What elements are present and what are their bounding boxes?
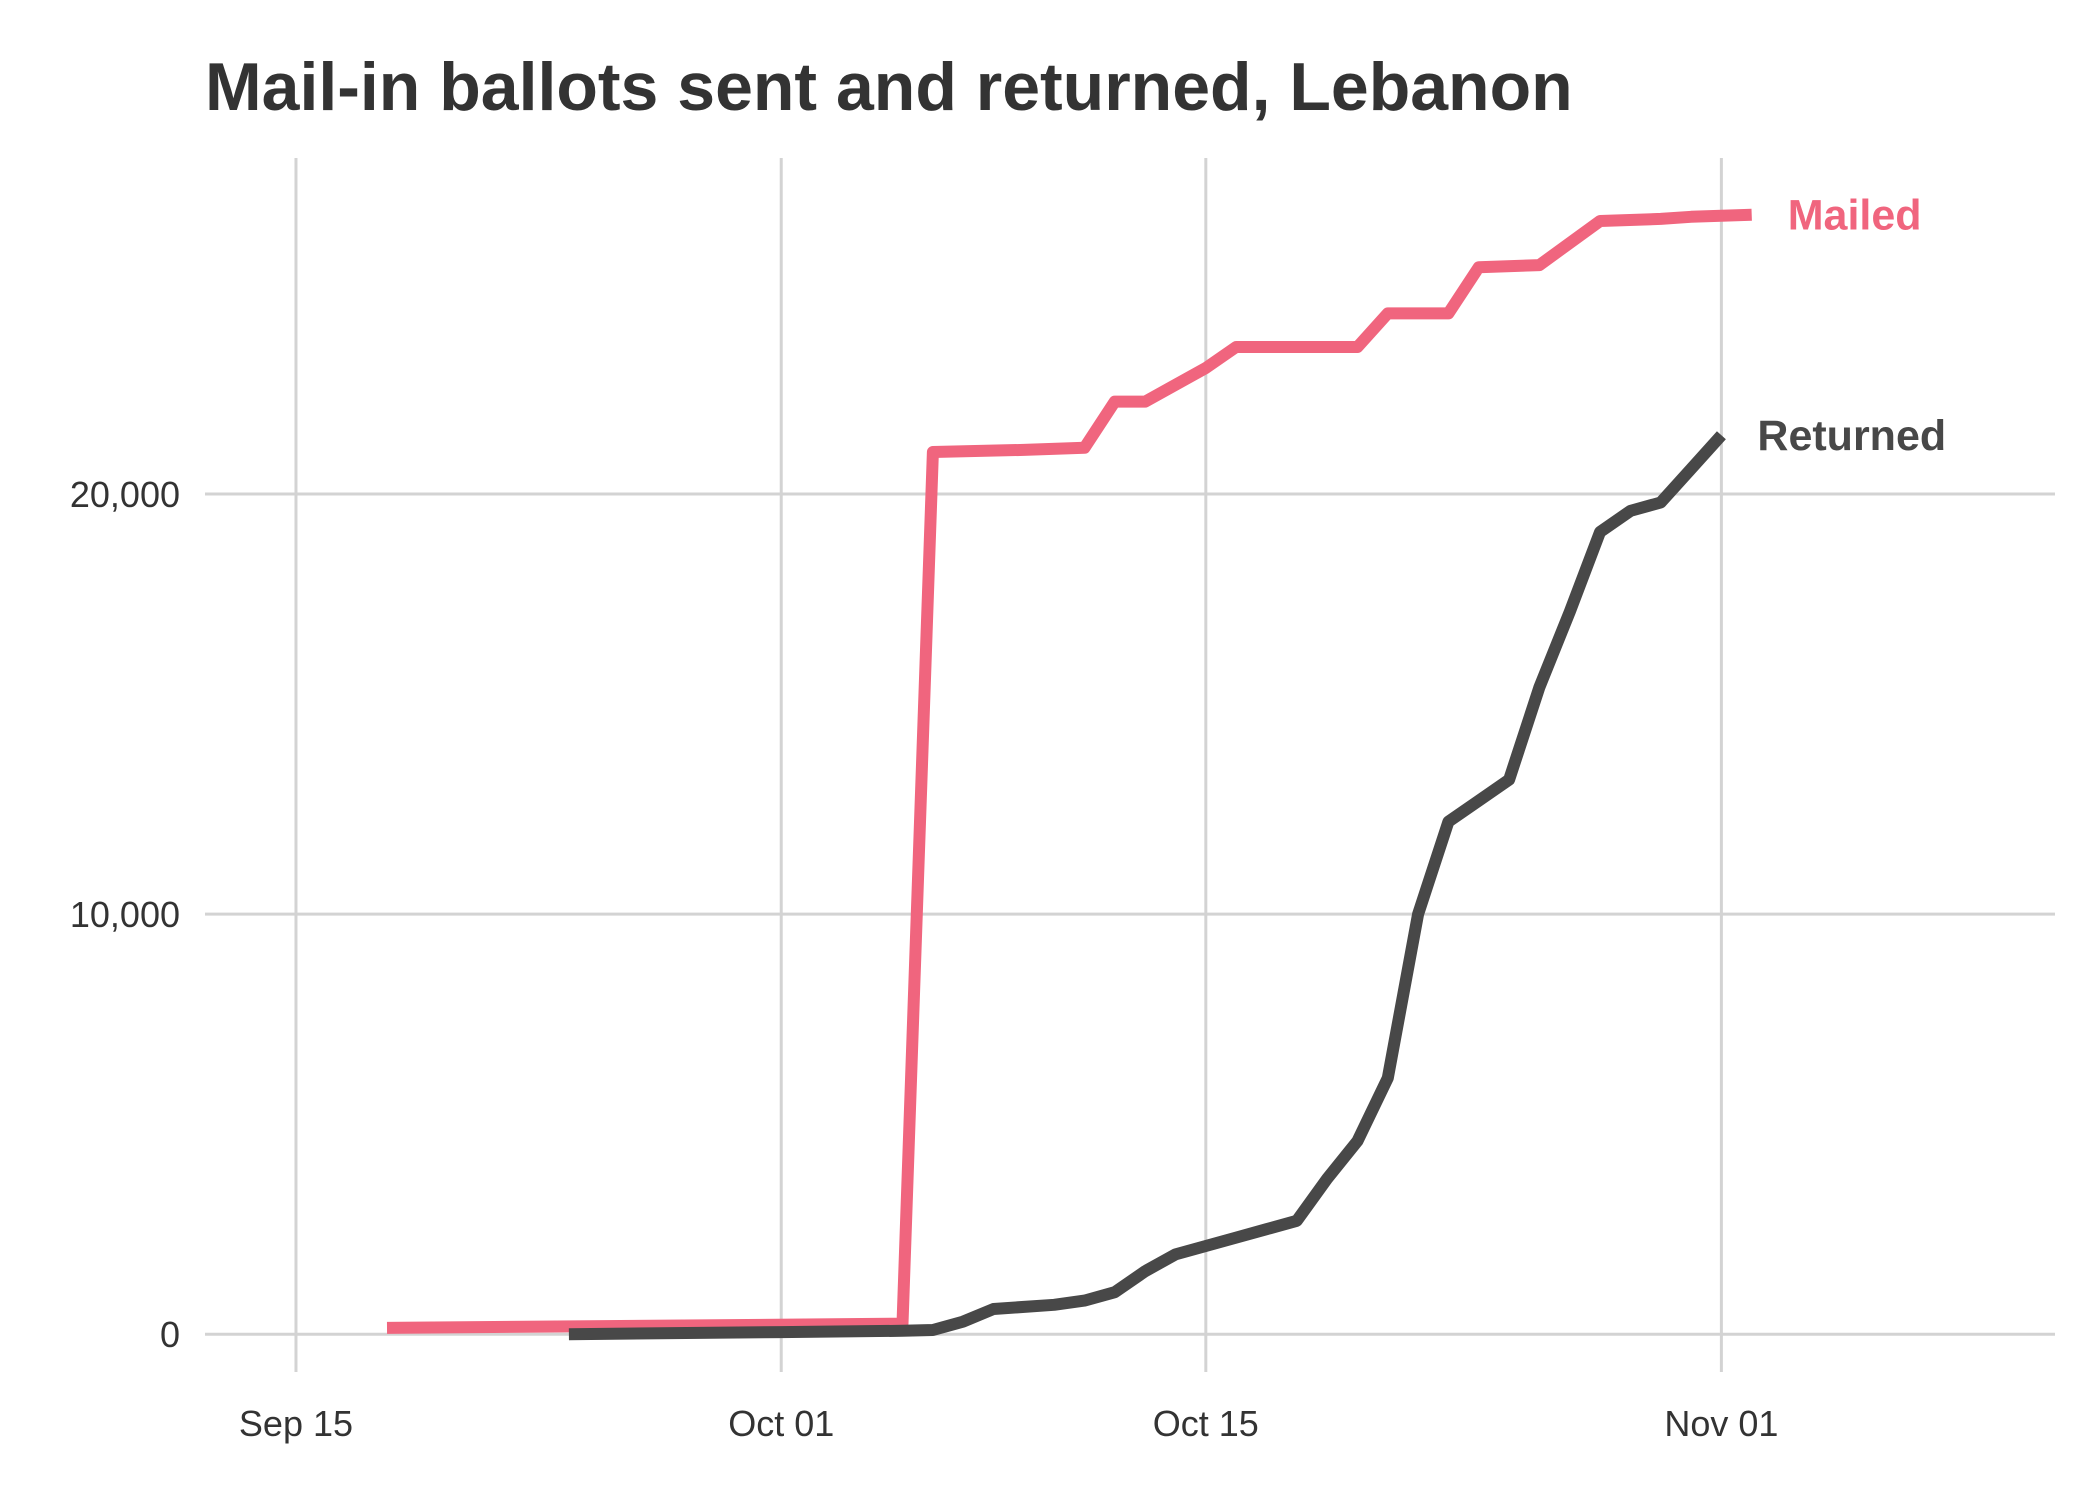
x-tick-label: Oct 15: [1153, 1403, 1259, 1444]
chart-title: Mail-in ballots sent and returned, Leban…: [205, 49, 1573, 125]
series-line-mailed: [386, 208, 1752, 1334]
series-lines: [386, 208, 1752, 1341]
series-label-returned: Returned: [1757, 412, 1946, 460]
x-tick-label: Oct 01: [728, 1403, 834, 1444]
y-tick-label: 0: [160, 1314, 180, 1355]
y-tick-label: 20,000: [70, 474, 180, 515]
axis-labels: Sep 15 Oct 01 Oct 15 Nov 01 0 10,000 20,000 Mai…: [70, 192, 1946, 1444]
x-tick-label: Nov 01: [1664, 1403, 1778, 1444]
series-label-mailed: Mailed: [1788, 192, 1922, 240]
y-tick-label: 10,000: [70, 894, 180, 935]
x-tick-label: Sep 15: [239, 1403, 353, 1444]
grid: [205, 158, 2055, 1372]
series-line-returned: [568, 431, 1726, 1341]
